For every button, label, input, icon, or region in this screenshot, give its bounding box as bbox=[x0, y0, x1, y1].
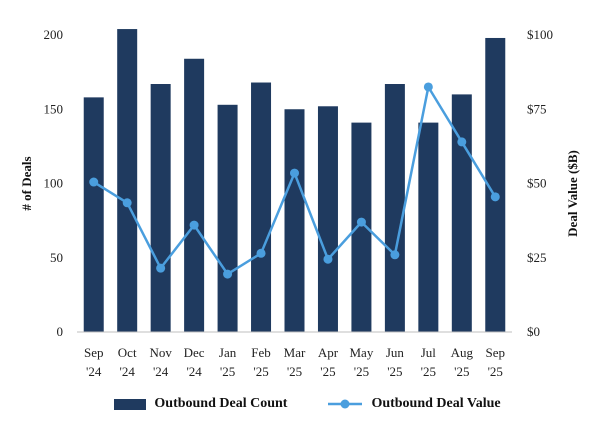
chart-area: Sep '24 Oct '24 Nov '24 Dec '24 Jan '25 Feb '25 Mar '… bbox=[19, 27, 580, 379]
bar-deal-count bbox=[485, 37, 506, 332]
legend-line-swatch bbox=[328, 399, 363, 409]
x-tick-month: Jun bbox=[386, 345, 405, 360]
bar-deal-count bbox=[451, 94, 472, 333]
bar-deal-count bbox=[217, 104, 238, 332]
point-deal-value bbox=[290, 168, 299, 178]
point-deal-value bbox=[457, 137, 467, 147]
point-deal-value bbox=[390, 250, 400, 260]
x-tick-month: Dec bbox=[184, 345, 205, 360]
point-deal-value bbox=[189, 220, 199, 230]
x-tick-year: '25 bbox=[421, 364, 436, 379]
bar-deal-count bbox=[184, 58, 205, 332]
y-left-tick: 100 bbox=[44, 176, 64, 191]
x-tick-year: '25 bbox=[488, 364, 503, 379]
x-tick-month: Sep bbox=[486, 345, 506, 360]
x-tick-year: '25 bbox=[320, 364, 335, 379]
legend-label-deal-value: Outbound Deal Value bbox=[371, 396, 501, 411]
x-tick-month: Aug bbox=[451, 345, 474, 360]
x-tick-year: '24 bbox=[153, 364, 169, 379]
bar-deal-count bbox=[83, 97, 104, 333]
legend-item-deal-count: Outbound Deal Count bbox=[114, 396, 287, 412]
point-deal-value bbox=[356, 217, 366, 227]
point-deal-value bbox=[223, 269, 233, 279]
y-right-tick: $50 bbox=[527, 176, 547, 191]
x-tick-month: Jul bbox=[421, 345, 437, 360]
y-right-tick: $0 bbox=[527, 324, 540, 339]
y-right-tick: $100 bbox=[527, 27, 553, 42]
x-tick-month: Oct bbox=[118, 345, 137, 360]
point-deal-value bbox=[122, 198, 132, 208]
x-tick-year: '25 bbox=[253, 364, 268, 379]
point-deal-value bbox=[156, 263, 166, 273]
x-tick-month: Sep bbox=[84, 345, 104, 360]
y-left-tick: 50 bbox=[50, 250, 63, 265]
line-layer bbox=[89, 82, 500, 279]
y-right-tick: $25 bbox=[527, 250, 547, 265]
y-right-tick-labels: $0 $25 $50 $75 $100 bbox=[527, 27, 553, 339]
bar-deal-count bbox=[317, 106, 338, 332]
bar-deal-count bbox=[418, 122, 439, 333]
y-left-tick-labels: 0 50 100 150 200 bbox=[44, 27, 64, 339]
x-tick-year: '25 bbox=[454, 364, 469, 379]
bar-deal-count bbox=[384, 84, 405, 332]
y-left-tick: 0 bbox=[57, 324, 64, 339]
bar-deal-count bbox=[351, 122, 372, 333]
y-right-tick: $75 bbox=[527, 101, 547, 116]
bar-deal-count bbox=[284, 109, 305, 332]
x-tick-month: May bbox=[350, 345, 374, 360]
legend-label-deal-count: Outbound Deal Count bbox=[154, 396, 288, 411]
x-tick-month: Apr bbox=[318, 345, 339, 360]
x-tick-year: '25 bbox=[220, 364, 235, 379]
point-deal-value bbox=[256, 248, 266, 258]
bar-deal-count bbox=[150, 84, 171, 332]
legend-bar-swatch bbox=[114, 398, 147, 410]
x-tick-year: '25 bbox=[387, 364, 402, 379]
x-tick-labels: Sep '24 Oct '24 Nov '24 Dec '24 Jan '25 Feb '25 Mar '… bbox=[84, 345, 505, 379]
y-left-tick: 200 bbox=[44, 27, 64, 42]
y-right-axis-title: Deal Value ($B) bbox=[565, 150, 580, 237]
x-tick-year: '25 bbox=[354, 364, 369, 379]
x-tick-year: '25 bbox=[287, 364, 302, 379]
point-deal-value bbox=[323, 254, 333, 264]
bar-deal-count bbox=[251, 82, 272, 333]
y-left-axis-title: # of Deals bbox=[19, 156, 34, 210]
point-deal-value bbox=[490, 192, 500, 202]
y-left-tick: 150 bbox=[44, 101, 64, 116]
legend: Outbound Deal Count Outbound Deal Value bbox=[0, 392, 615, 416]
point-deal-value bbox=[423, 82, 433, 92]
x-tick-month: Nov bbox=[149, 345, 172, 360]
x-tick-year: '24 bbox=[86, 364, 102, 379]
x-tick-month: Mar bbox=[284, 345, 306, 360]
x-tick-year: '24 bbox=[186, 364, 202, 379]
bars-layer bbox=[83, 29, 506, 333]
x-tick-month: Feb bbox=[251, 345, 271, 360]
x-tick-year: '24 bbox=[120, 364, 136, 379]
bar-deal-count bbox=[117, 29, 138, 333]
legend-item-deal-value: Outbound Deal Value bbox=[327, 396, 501, 412]
x-tick-month: Jan bbox=[219, 345, 237, 360]
point-deal-value bbox=[89, 177, 99, 187]
